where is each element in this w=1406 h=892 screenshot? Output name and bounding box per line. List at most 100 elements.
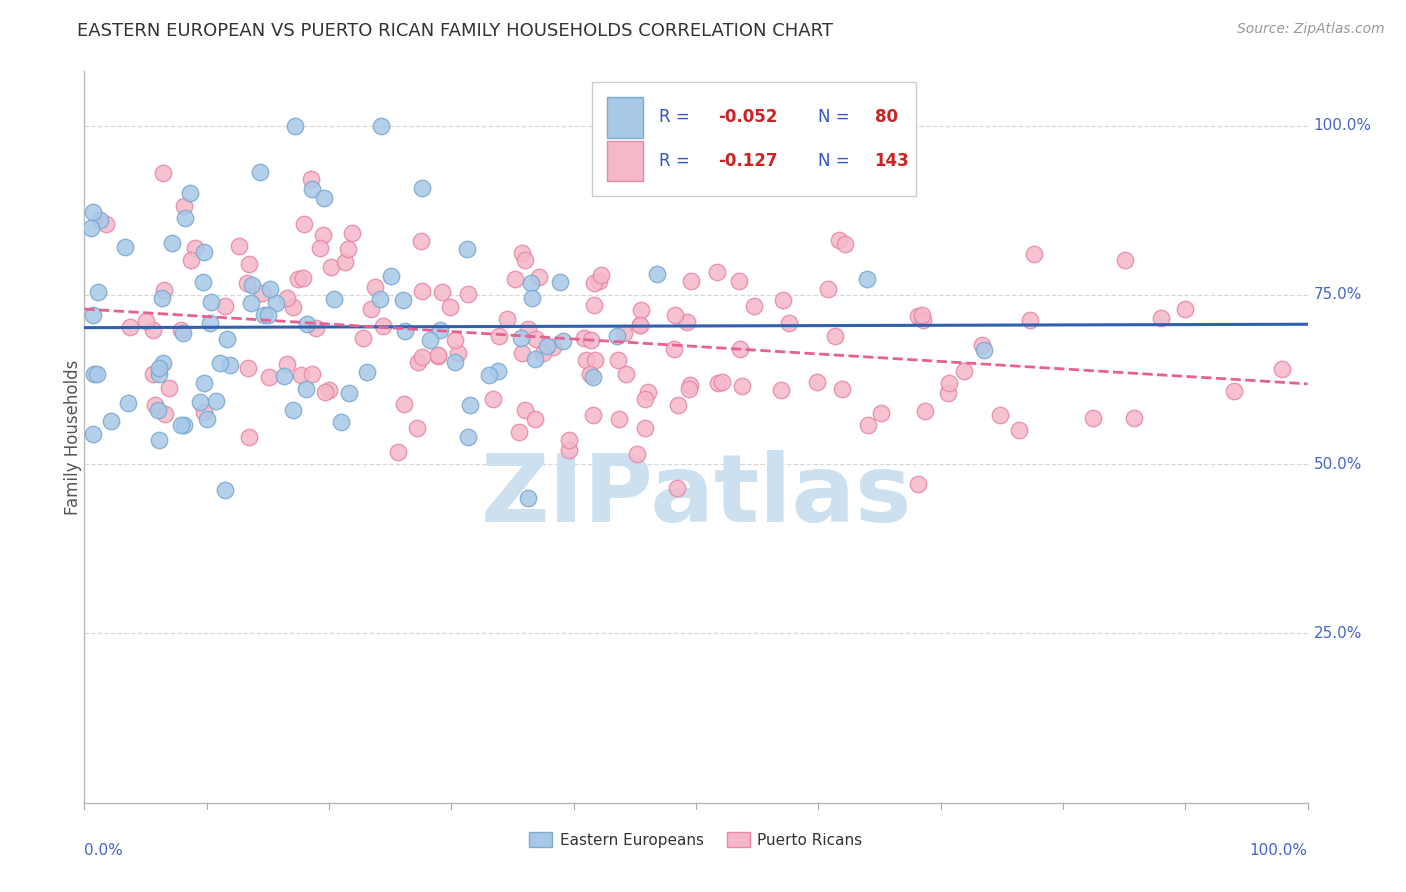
- Point: [148, 433, 170, 447]
- Point: [284, 119, 307, 133]
- Point: [301, 171, 323, 186]
- Point: [294, 217, 316, 231]
- Point: [264, 296, 287, 310]
- Point: [481, 392, 503, 407]
- Point: [142, 322, 165, 336]
- Point: [214, 299, 236, 313]
- Point: [614, 367, 637, 381]
- Point: [152, 356, 174, 370]
- Text: ZIPatlas: ZIPatlas: [481, 450, 911, 541]
- Point: [634, 421, 657, 435]
- Point: [80, 221, 103, 235]
- Text: 0.0%: 0.0%: [84, 843, 124, 858]
- Point: [153, 408, 176, 422]
- Point: [523, 351, 546, 366]
- Point: [290, 368, 312, 382]
- Point: [315, 384, 337, 399]
- Point: [606, 353, 628, 368]
- Point: [380, 269, 402, 284]
- Point: [259, 282, 281, 296]
- Point: [520, 292, 543, 306]
- Point: [170, 323, 193, 337]
- Point: [1122, 410, 1144, 425]
- Point: [582, 370, 605, 384]
- Point: [100, 414, 122, 428]
- Point: [180, 252, 202, 267]
- Text: N =: N =: [818, 153, 855, 170]
- Text: 80: 80: [875, 109, 897, 127]
- Point: [309, 241, 332, 255]
- Point: [439, 300, 461, 314]
- Point: [276, 291, 298, 305]
- Point: [82, 308, 104, 322]
- Point: [188, 395, 211, 409]
- Point: [391, 293, 413, 307]
- Point: [510, 346, 533, 360]
- Point: [142, 368, 165, 382]
- Point: [582, 297, 605, 311]
- Point: [169, 418, 191, 433]
- Text: EASTERN EUROPEAN VS PUERTO RICAN FAMILY HOUSEHOLDS CORRELATION CHART: EASTERN EUROPEAN VS PUERTO RICAN FAMILY …: [77, 22, 834, 40]
- Point: [834, 236, 856, 251]
- Point: [679, 377, 702, 392]
- Point: [191, 275, 214, 289]
- Point: [337, 242, 360, 256]
- Point: [628, 318, 651, 332]
- Point: [478, 368, 501, 383]
- Point: [333, 255, 356, 269]
- Point: [1150, 311, 1173, 326]
- Text: 100.0%: 100.0%: [1250, 843, 1308, 858]
- Text: 50.0%: 50.0%: [1313, 457, 1362, 472]
- Point: [520, 276, 543, 290]
- Point: [607, 411, 630, 425]
- Point: [94, 217, 117, 231]
- Point: [312, 227, 335, 242]
- Point: [427, 347, 450, 361]
- Point: [160, 235, 183, 250]
- Point: [368, 292, 391, 306]
- Point: [301, 182, 323, 196]
- Point: [806, 375, 828, 389]
- Point: [536, 339, 558, 353]
- Point: [457, 430, 479, 444]
- Point: [443, 354, 465, 368]
- Point: [318, 383, 340, 397]
- Point: [114, 240, 136, 254]
- Point: [238, 257, 260, 271]
- Point: [742, 299, 765, 313]
- Point: [273, 368, 295, 383]
- Point: [770, 384, 793, 398]
- Point: [305, 321, 328, 335]
- Point: [172, 326, 194, 340]
- Text: 75.0%: 75.0%: [1313, 287, 1362, 302]
- Point: [120, 319, 142, 334]
- Point: [183, 241, 205, 255]
- Point: [645, 267, 668, 281]
- Point: [582, 409, 605, 423]
- Point: [250, 285, 273, 300]
- Point: [337, 386, 360, 401]
- Point: [508, 425, 530, 439]
- Point: [907, 309, 929, 323]
- Legend: Eastern Europeans, Puerto Ricans: Eastern Europeans, Puerto Ricans: [523, 825, 869, 854]
- Point: [432, 285, 454, 299]
- Point: [208, 356, 231, 370]
- Point: [557, 442, 579, 457]
- Point: [173, 418, 195, 433]
- Point: [82, 204, 104, 219]
- Point: [495, 312, 517, 326]
- Point: [457, 287, 479, 301]
- Point: [988, 408, 1011, 422]
- Point: [89, 213, 111, 227]
- Point: [583, 276, 606, 290]
- Point: [637, 384, 659, 399]
- Text: R =: R =: [659, 109, 696, 127]
- Point: [443, 333, 465, 347]
- Point: [972, 338, 994, 352]
- Point: [419, 333, 441, 347]
- Point: [157, 381, 180, 395]
- Point: [117, 396, 139, 410]
- Point: [664, 309, 686, 323]
- Point: [287, 271, 309, 285]
- Point: [249, 165, 271, 179]
